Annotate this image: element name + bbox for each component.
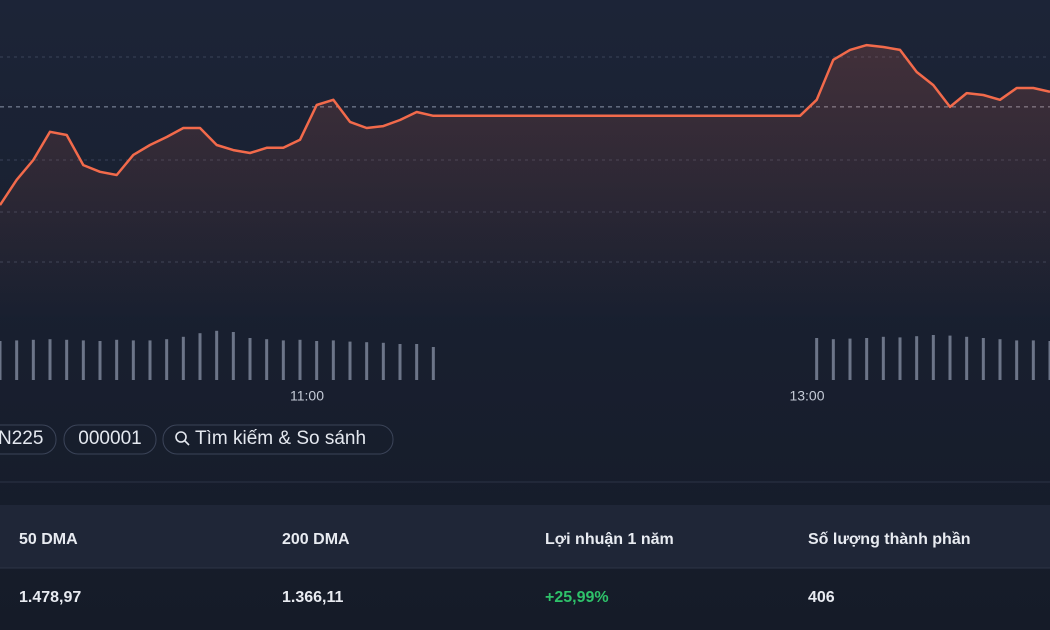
table-header-bg <box>0 505 1050 568</box>
volume-bar <box>1015 340 1019 380</box>
price-line <box>0 43 1050 206</box>
table-cell: +25,99% <box>545 589 609 606</box>
table-cell: 1.478,97 <box>19 589 81 606</box>
volume-bar <box>115 339 119 380</box>
volume-bar <box>148 340 152 380</box>
table: 50 DMA 200 DMA Lợi nhuận 1 năm Số lượng … <box>19 531 971 606</box>
volume-bar <box>281 340 285 380</box>
volume-bar <box>948 335 952 380</box>
table-header: 50 DMA <box>19 531 78 548</box>
volume-bar <box>348 341 352 380</box>
volume-bar <box>98 341 102 380</box>
volume-bar <box>65 339 69 380</box>
volume-bar <box>48 339 52 380</box>
volume-bar <box>181 336 185 380</box>
volume-bar <box>298 339 302 380</box>
volume-bar <box>915 336 919 380</box>
volume-bar <box>81 340 85 380</box>
volume-bar <box>315 341 319 380</box>
volume-bar <box>15 340 19 380</box>
search-icon <box>184 440 190 446</box>
volume-bar <box>398 344 402 380</box>
volume-bar <box>898 337 902 380</box>
volume-bar <box>365 342 369 380</box>
x-tick-label: 13:00 <box>789 388 824 404</box>
chip-label[interactable]: N225 <box>0 428 43 449</box>
search-icon <box>175 431 187 443</box>
volume-bar <box>248 338 252 380</box>
table-cell: 1.366,11 <box>282 589 344 606</box>
volume-bar <box>848 338 852 380</box>
volume-bar <box>881 336 885 380</box>
volume-bar <box>31 339 35 380</box>
chip-label[interactable]: 000001 <box>78 428 141 449</box>
volume-bar <box>165 339 169 380</box>
volume-bar <box>998 339 1002 380</box>
volume-bar <box>0 341 2 380</box>
x-tick-label: 11:00 <box>290 388 324 404</box>
volume-bar <box>215 330 219 380</box>
volume-bar <box>381 342 385 380</box>
volume-bar <box>931 335 935 380</box>
volume-bar <box>131 340 135 380</box>
table-header: Lợi nhuận 1 năm <box>545 531 674 548</box>
chip[interactable] <box>0 424 57 455</box>
chips: N225 000001 Tìm kiếm & So sánh <box>0 424 394 455</box>
volume-bar <box>331 340 335 380</box>
table-header: Số lượng thành phần <box>808 531 971 548</box>
table-header: 200 DMA <box>282 531 350 548</box>
volume-bar <box>865 338 869 380</box>
table-cell: 406 <box>808 589 835 606</box>
volume-bar <box>431 347 435 380</box>
volume-bar <box>415 344 419 380</box>
volume-bar <box>831 339 835 380</box>
volume-bar <box>1031 340 1035 380</box>
volume-bar <box>198 333 202 380</box>
volume-bar <box>965 336 969 380</box>
volume-bar <box>815 338 819 380</box>
search-chip[interactable] <box>162 424 394 455</box>
volume-bar <box>981 338 985 380</box>
volume-bar <box>1048 341 1050 380</box>
area <box>0 45 1050 320</box>
volume-bar <box>231 332 235 380</box>
chip[interactable] <box>63 424 157 455</box>
volume-bar <box>265 339 269 380</box>
chip-label[interactable]: Tìm kiếm & So sánh <box>195 428 366 449</box>
